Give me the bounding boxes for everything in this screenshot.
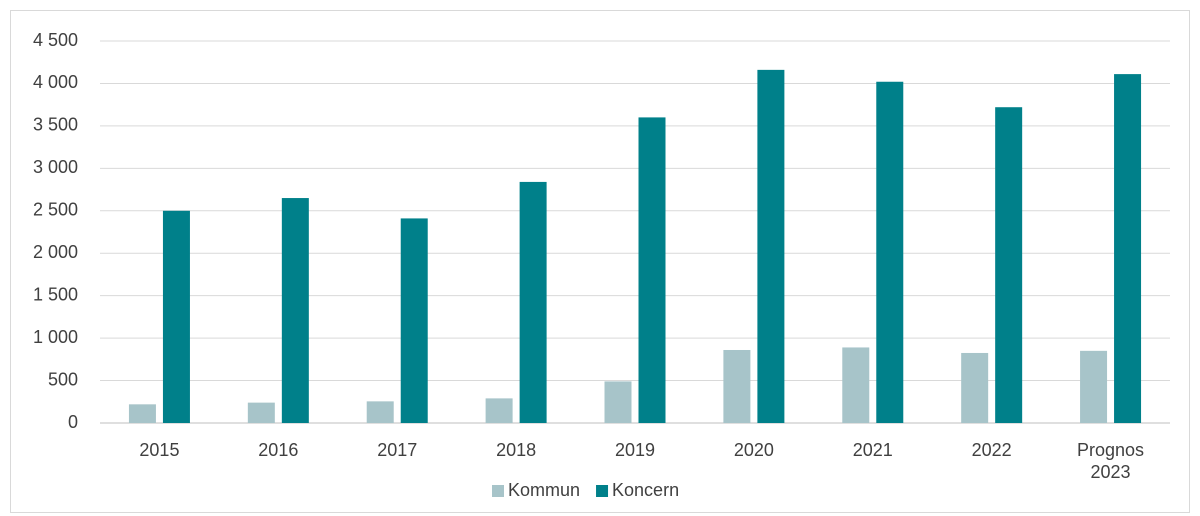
bar [1080,350,1108,423]
bar [723,349,751,423]
bar [247,402,275,423]
frame [10,10,1190,513]
bar [400,218,428,423]
bar [128,404,156,423]
legend-label: Koncern [612,480,679,500]
x-tick-label: 2015 [139,440,180,460]
bar [961,352,989,423]
x-tick-label: 2019 [614,440,656,460]
bar [604,381,632,423]
y-tick-label: 2 500 [33,200,78,220]
x-tick-label: 2018 [496,440,537,460]
y-tick-label: 1 000 [33,327,78,347]
y-tick-label: 0 [68,412,78,432]
bar [485,398,513,423]
legend-swatch [596,485,609,497]
x-tick-label: 2021 [852,440,893,460]
x-tick-label: 2017 [377,440,418,460]
y-tick-label: 3 500 [33,115,78,135]
bar [366,401,394,423]
bar [995,107,1023,424]
y-tick-label: 4 000 [33,72,78,92]
x-tick-label: Prognos 2023 [1077,440,1145,482]
bar [519,181,547,423]
y-tick-label: 4 500 [33,30,78,50]
bar [1114,74,1142,424]
y-tick-label: 2 000 [33,242,78,262]
bar [876,81,904,423]
bar [162,210,190,423]
x-tick-label: 2016 [258,440,299,460]
y-tick-label: 500 [48,369,78,389]
legend-label: Kommun [508,480,580,500]
x-tick-label: 2022 [971,440,1012,460]
bar [842,347,870,423]
bar [281,198,309,423]
legend-swatch [492,485,504,497]
bar [638,117,666,424]
x-tick-label: 2020 [733,440,774,460]
y-tick-label: 3 000 [33,157,78,177]
bar [757,69,785,424]
y-tick-label: 1 500 [33,284,78,304]
